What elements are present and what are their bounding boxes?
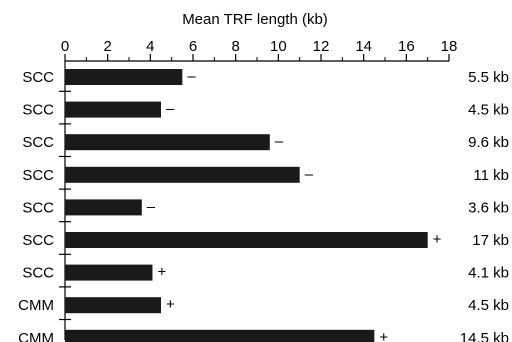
bar-value-label: 11 kb: [473, 167, 509, 184]
bar-value-label: 14.5 kb: [460, 330, 509, 342]
bar-sign-label: –: [147, 198, 156, 215]
bar-value-label: 3.6 kb: [468, 199, 509, 216]
bar: [65, 297, 161, 314]
bar: [65, 101, 161, 118]
category-label: SCC: [22, 69, 54, 86]
bar: [65, 134, 270, 151]
bar-sign-label: +: [166, 296, 175, 313]
x-tick-label: 12: [313, 38, 330, 55]
category-label: SCC: [22, 232, 54, 249]
category-label: CMM: [18, 297, 54, 314]
category-label: SCC: [22, 102, 54, 119]
bar: [65, 69, 183, 85]
bar-sign-label: –: [305, 166, 314, 183]
bar-value-label: 17 kb: [472, 232, 509, 249]
bar-value-label: 9.6 kb: [468, 134, 509, 151]
category-label: SCC: [22, 265, 54, 282]
bar: [65, 329, 375, 342]
bar-sign-label: +: [157, 264, 166, 281]
x-tick-label: 4: [146, 38, 154, 55]
bar: [65, 264, 153, 281]
x-tick-label: 6: [189, 38, 197, 55]
category-label: CMM: [18, 330, 54, 342]
bar-value-label: 5.5 kb: [468, 69, 509, 86]
bar: [65, 232, 428, 248]
bar: [65, 199, 142, 216]
category-label: SCC: [22, 134, 54, 151]
bar-sign-label: +: [379, 329, 388, 342]
bars: [65, 69, 428, 342]
bar-sign-label: –: [187, 68, 196, 85]
bar-sign-label: –: [166, 101, 175, 118]
bar-value-label: 4.5 kb: [468, 102, 509, 119]
bar-value-label: 4.5 kb: [468, 297, 509, 314]
x-tick-label: 2: [103, 38, 111, 55]
bar-value-label: 4.1 kb: [468, 265, 509, 282]
x-tick-label: 14: [355, 38, 372, 55]
x-tick-label: 8: [231, 38, 239, 55]
bar-sign-label: –: [275, 133, 284, 150]
x-tick-label: 18: [441, 38, 458, 55]
x-tick-label: 10: [270, 38, 287, 55]
x-tick-label: 16: [398, 38, 415, 55]
bar-sign-label: +: [433, 231, 442, 248]
labels: SCC – 5.5 kb SCC – 4.5 kb SCC – 9.6 kb SCC – 11 kb S…: [18, 68, 509, 342]
category-label: SCC: [22, 199, 54, 216]
category-label: SCC: [22, 167, 54, 184]
chart-title: Mean TRF length (kb): [182, 11, 328, 28]
bar: [65, 166, 300, 183]
x-tick-label: 0: [61, 38, 69, 55]
